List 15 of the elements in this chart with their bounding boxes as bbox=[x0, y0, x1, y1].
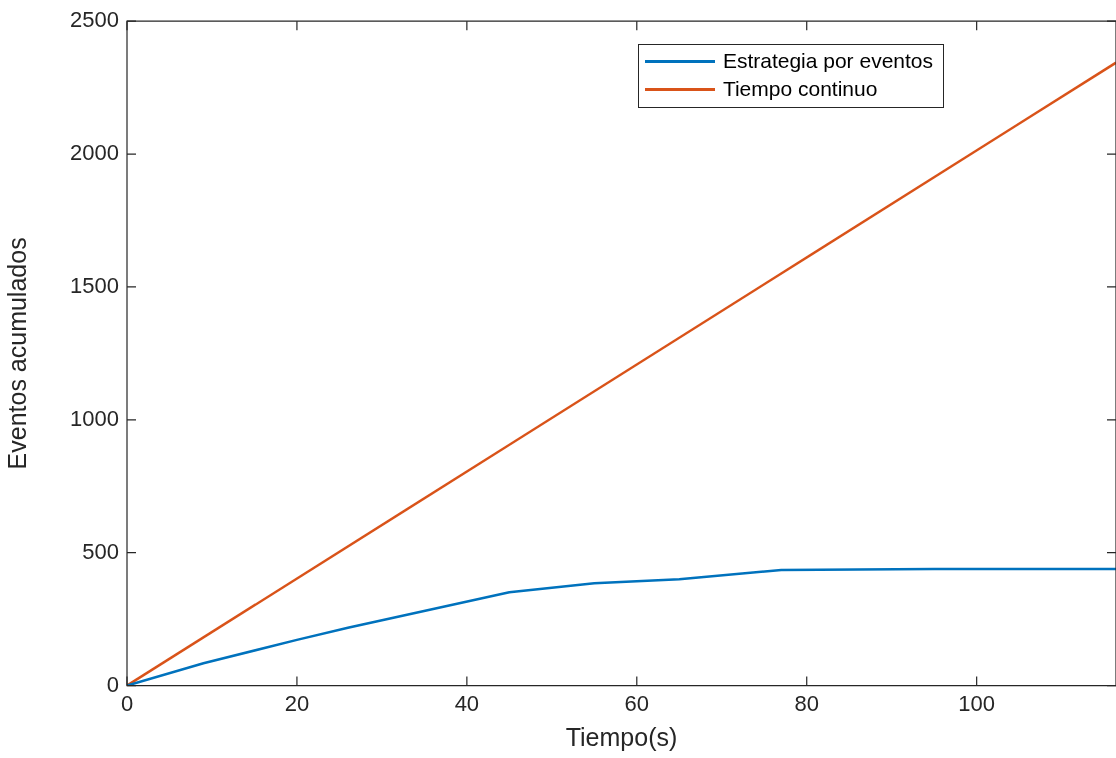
legend-label: Tiempo continuo bbox=[722, 77, 878, 101]
x-tick-label: 100 bbox=[958, 690, 996, 716]
y-tick-label: 2500 bbox=[70, 7, 119, 33]
y-tick-label: 0 bbox=[106, 671, 119, 697]
x-axis-title: Tiempo(s) bbox=[565, 722, 678, 751]
y-tick-label: 1500 bbox=[70, 273, 119, 299]
y-axis-title: Eventos acumulados bbox=[2, 237, 31, 470]
x-tick-label: 20 bbox=[284, 690, 310, 716]
y-tick-label: 1000 bbox=[70, 405, 119, 431]
legend-label: Estrategia por eventos bbox=[722, 49, 933, 73]
x-tick-label: 40 bbox=[454, 690, 480, 716]
y-tick-label: 2000 bbox=[70, 140, 119, 166]
x-tick-label: 80 bbox=[794, 690, 819, 716]
x-tick-label: 60 bbox=[624, 690, 650, 716]
y-tick-label: 500 bbox=[82, 538, 119, 564]
